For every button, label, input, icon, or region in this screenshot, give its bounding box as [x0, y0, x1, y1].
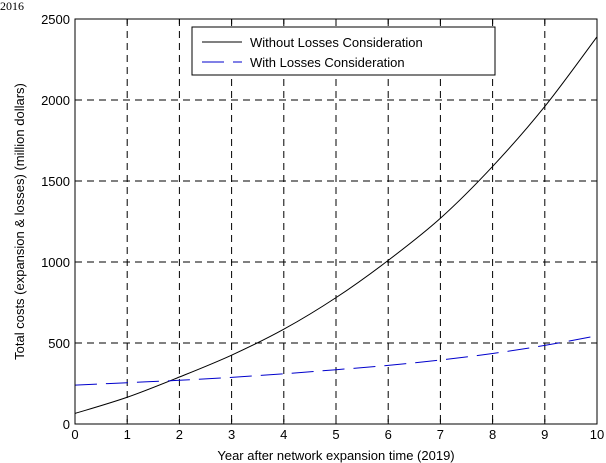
- x-tick-label: 0: [71, 427, 78, 442]
- x-tick-label: 3: [228, 427, 235, 442]
- series-layer: [74, 36, 598, 414]
- y-tick-label: 0: [63, 417, 70, 432]
- legend-box: [191, 26, 496, 76]
- y-tick-label: 2500: [41, 12, 70, 27]
- y-tick-label: 2000: [41, 93, 70, 108]
- corner-text: 2016: [0, 0, 24, 13]
- y-axis-label: Total costs (expansion & losses) (millio…: [12, 83, 27, 360]
- x-tick-label: 2: [176, 427, 183, 442]
- x-tick-label: 6: [385, 427, 392, 442]
- y-tick-label: 500: [48, 336, 70, 351]
- legend: Without Losses Consideration With Losses …: [191, 26, 496, 76]
- y-tick-label: 1500: [41, 174, 70, 189]
- series-line-2: [74, 335, 598, 386]
- axis-ticks: 0 1 2 3 4 5 6 7 8 9 10 0 500 1000 1500 2000 2500: [41, 12, 604, 442]
- x-tick-label: 4: [280, 427, 287, 442]
- x-tick-label: 7: [437, 427, 444, 442]
- x-tick-label: 1: [124, 427, 131, 442]
- grid: [75, 19, 597, 424]
- legend-label-1: Without Losses Consideration: [250, 35, 423, 50]
- x-tick-label: 9: [541, 427, 548, 442]
- x-tick-label: 10: [590, 427, 604, 442]
- legend-label-2: With Losses Consideration: [250, 55, 405, 70]
- x-tick-label: 5: [332, 427, 339, 442]
- x-axis-label: Year after network expansion time (2019): [217, 448, 454, 463]
- y-tick-label: 1000: [41, 255, 70, 270]
- x-tick-label: 8: [489, 427, 496, 442]
